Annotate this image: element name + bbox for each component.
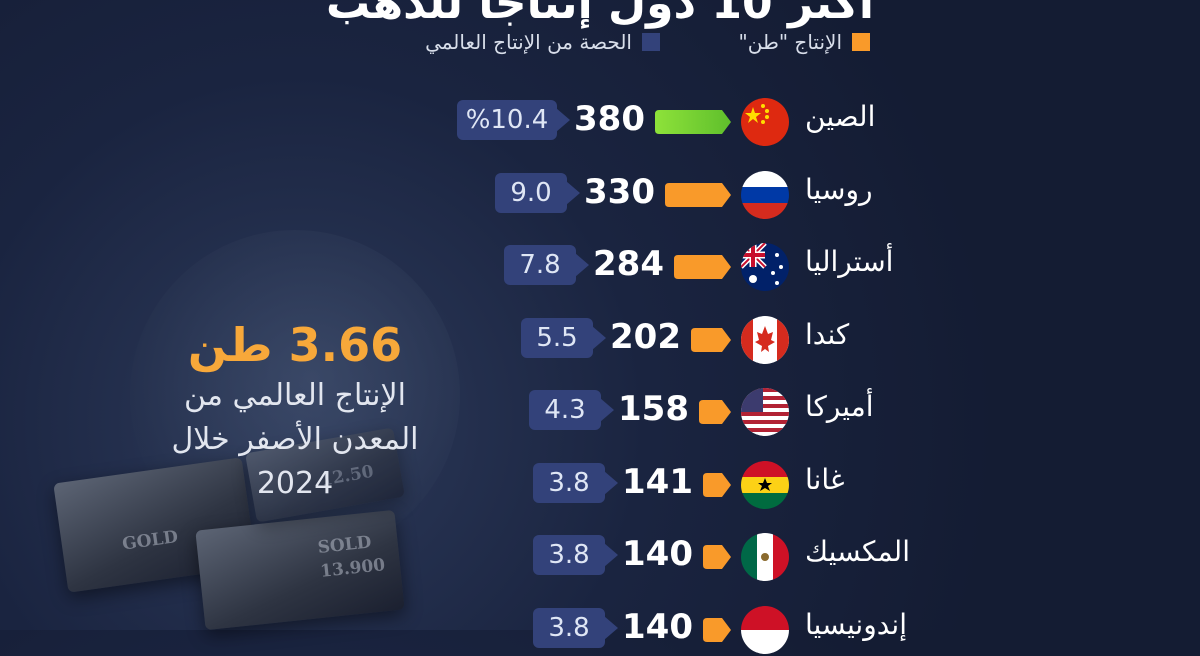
legend-label-share: الحصة من الإنتاج العالمي [425, 30, 632, 54]
chart-row: المكسيك 140 3.8 [0, 531, 1200, 583]
country-label: الصين [805, 100, 876, 133]
russia-flag-icon [741, 170, 789, 219]
chart-row: كندا 202 5.5 [0, 314, 1200, 366]
share-label: 4.3 [529, 390, 614, 430]
legend-label-production: الإنتاج "طن" [738, 30, 842, 54]
production-bar [699, 400, 731, 424]
production-value-label: 158 [618, 389, 689, 429]
production-bar [674, 255, 731, 279]
chart-title: أكثر 10 دول إنتاجاً للذهب [326, 0, 874, 29]
usa-flag-icon [741, 388, 789, 436]
production-value-label: 284 [593, 244, 664, 284]
production-value-label: 140 [622, 534, 693, 574]
caption-line: المعدن الأصفر خلال [171, 422, 419, 457]
share-label: 7.8 [504, 245, 589, 285]
legend-swatch-share [642, 33, 660, 51]
legend-item-production: الإنتاج "طن" [739, 30, 870, 54]
legend-swatch-production [852, 33, 870, 51]
chart-row: روسيا 330 9.0 [0, 169, 1200, 221]
australia-flag-icon [741, 243, 789, 291]
mexico-flag-icon [741, 533, 789, 581]
country-label: أستراليا [805, 245, 894, 278]
country-label: روسيا [805, 172, 873, 206]
share-label: %10.4 [457, 100, 570, 140]
world-total-block: 3.66 طن الإنتاج العالمي من المعدن الأصفر… [170, 318, 420, 506]
chart-row: أميركا 158 4.3 [0, 386, 1200, 438]
chart-row: الصين 380 %10.4 [0, 96, 1200, 148]
production-bar [703, 545, 731, 569]
share-label: 5.5 [521, 317, 606, 358]
world-total-caption: الإنتاج العالمي من المعدن الأصفر خلال 20… [170, 374, 420, 506]
country-label: إندونيسيا [805, 607, 907, 641]
canada-flag-icon [741, 315, 789, 364]
share-label: 3.8 [533, 607, 618, 648]
share-label: 3.8 [533, 535, 618, 575]
country-label: أميركا [805, 390, 874, 423]
ghana-flag-icon [741, 460, 789, 509]
production-value-label: 380 [574, 99, 645, 139]
production-value-label: 330 [584, 171, 655, 212]
world-total-value: 3.66 طن [187, 318, 403, 372]
caption-line: الإنتاج العالمي من [184, 378, 406, 413]
production-bar [703, 472, 731, 497]
production-value-label: 141 [622, 461, 693, 502]
chart-row: غانا 141 3.8 [0, 459, 1200, 511]
share-label: 9.0 [495, 172, 580, 213]
country-label: المكسيك [805, 535, 910, 568]
production-value-label: 202 [610, 316, 681, 357]
china-flag-icon [741, 98, 789, 146]
country-label: غانا [805, 462, 845, 496]
production-bar [655, 110, 731, 134]
production-bar [665, 182, 731, 207]
caption-line: 2024 [256, 466, 334, 501]
chart-row: أستراليا 284 7.8 [0, 241, 1200, 293]
legend: الإنتاج "طن" الحصة من الإنتاج العالمي [350, 30, 870, 64]
share-label: 3.8 [533, 462, 618, 503]
legend-item-share: الحصة من الإنتاج العالمي [425, 30, 660, 54]
country-label: كندا [805, 317, 850, 351]
production-bar [691, 327, 731, 352]
